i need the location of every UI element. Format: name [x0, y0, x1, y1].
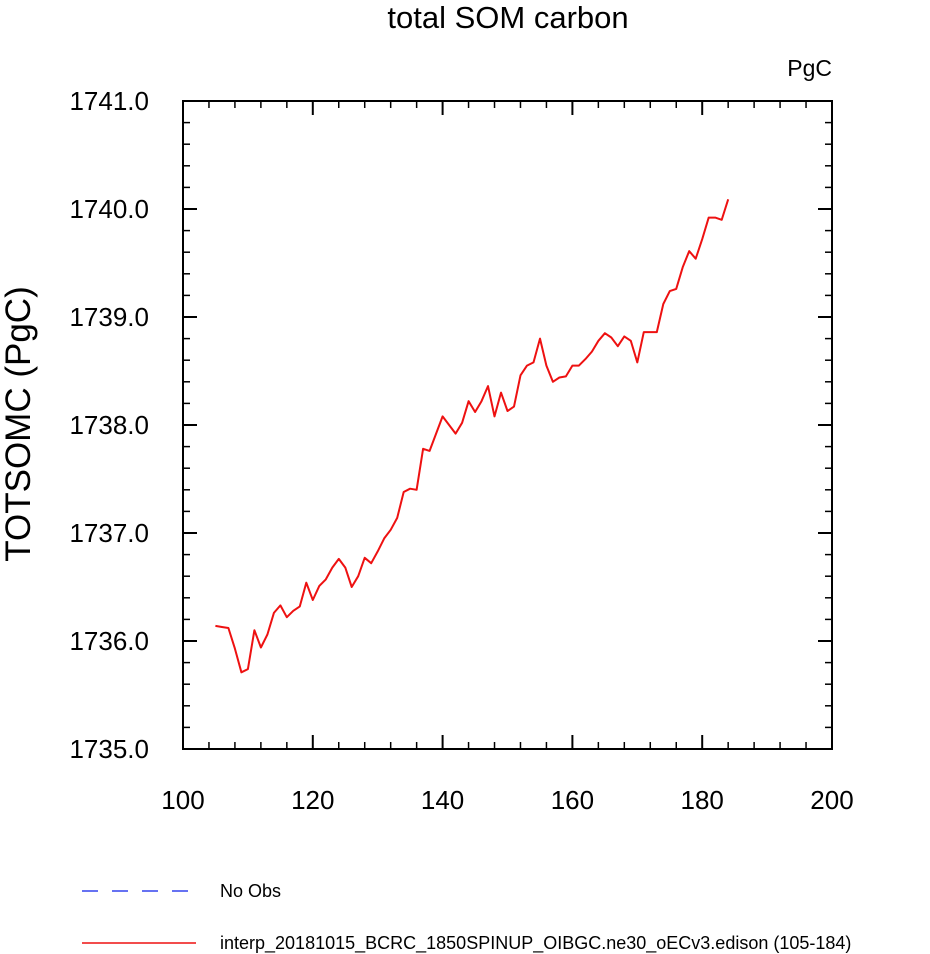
y-tick-label: 1736.0 [69, 626, 149, 656]
x-tick-label: 200 [810, 785, 853, 815]
y-tick-label: 1740.0 [69, 194, 149, 224]
x-tick-label: 100 [161, 785, 204, 815]
legend: No Obs interp_20181015_BCRC_1850SPINUP_OI… [82, 881, 851, 954]
axis-ticks [182, 100, 833, 750]
series-line-1 [215, 198, 730, 674]
y-tick-label: 1741.0 [69, 86, 149, 116]
x-tick-label: 160 [551, 785, 594, 815]
x-tick-label: 180 [681, 785, 724, 815]
x-tick-label: 140 [421, 785, 464, 815]
y-tick-label: 1739.0 [69, 302, 149, 332]
y-axis-label: TOTSOMC (PgC) [0, 286, 38, 561]
units-label: PgC [787, 55, 832, 81]
legend-label-0: No Obs [220, 881, 281, 901]
y-tick-label: 1738.0 [69, 410, 149, 440]
plot-area-frame [182, 100, 833, 750]
legend-label-1: interp_20181015_BCRC_1850SPINUP_OIBGC.ne… [220, 933, 851, 954]
chart-title: total SOM carbon [387, 0, 628, 35]
plot-series [215, 198, 730, 674]
y-tick-label: 1735.0 [69, 734, 149, 764]
axis-tick-labels: 100 120 140 160 180 200 1735.0 1736.0 1737.0 1738… [69, 86, 853, 815]
y-tick-label: 1737.0 [69, 518, 149, 548]
x-tick-label: 120 [291, 785, 334, 815]
